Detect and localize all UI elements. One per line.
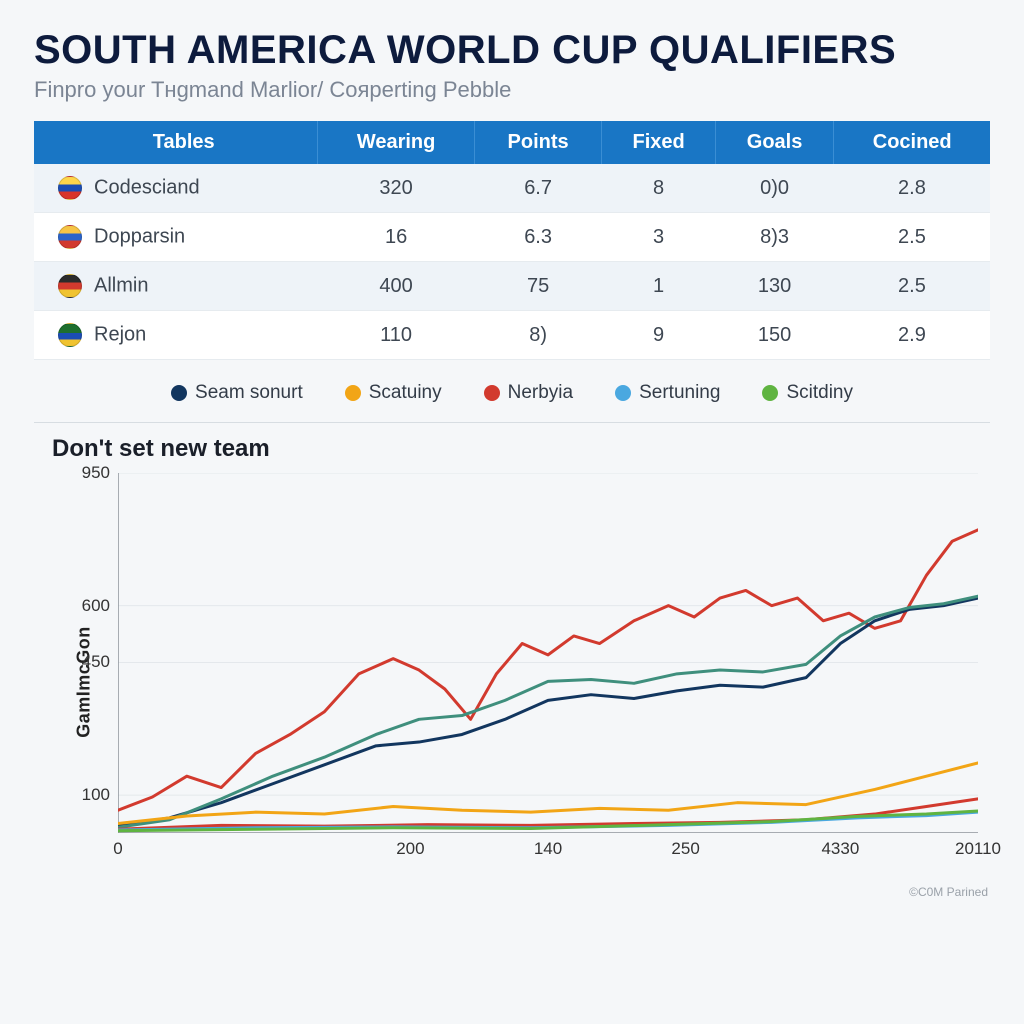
table-col-header: Fixed [602, 121, 715, 164]
chart-legend: Seam sonurt Scatuiny Nerbyia Sertuning Scitd… [34, 360, 990, 423]
chart-xtick: 200 [396, 839, 424, 901]
chart-ytick: 100 [62, 785, 110, 805]
table-cell: 6.3 [474, 213, 602, 262]
table-cell: 320 [318, 164, 474, 213]
table-cell: 2.5 [834, 213, 990, 262]
chart-xtick: 20110 [955, 839, 1001, 901]
chart-ytick: 450 [62, 652, 110, 672]
table-cell: 3 [602, 213, 715, 262]
line-chart: GamImcGon ©C0M Parined 95060045010002001… [34, 467, 994, 897]
table-header-row: TablesWearingPointsFixedGoalsCocined [34, 121, 990, 164]
team-cell: Allmin [34, 262, 318, 311]
team-cell: Codesciand [34, 164, 318, 213]
flag-icon [58, 225, 82, 249]
chart-title: Don't set new team [52, 435, 990, 463]
legend-item: Scitdiny [762, 382, 853, 404]
table-col-header: Goals [715, 121, 834, 164]
chart-xtick: 4330 [821, 839, 859, 901]
page-subtitle: Finpro your Tнgmand Marlior/ Coяperting … [34, 77, 990, 103]
chart-ytick: 600 [62, 596, 110, 616]
legend-dot-icon [762, 385, 778, 401]
legend-label: Sertuning [639, 382, 720, 404]
team-name: Rejon [94, 324, 146, 346]
table-col-header: Tables [34, 121, 318, 164]
table-cell: 1 [602, 262, 715, 311]
table-col-header: Points [474, 121, 602, 164]
flag-icon [58, 176, 82, 200]
table-cell: 2.8 [834, 164, 990, 213]
table-cell: 0)0 [715, 164, 834, 213]
chart-xtick: 140 [534, 839, 562, 901]
standings-table: TablesWearingPointsFixedGoalsCocined Cod… [34, 121, 990, 360]
legend-item: Nerbyia [484, 382, 573, 404]
team-name: Allmin [94, 275, 148, 297]
team-cell: Dopparsin [34, 213, 318, 262]
table-col-header: Wearing [318, 121, 474, 164]
legend-dot-icon [345, 385, 361, 401]
table-cell: 8)3 [715, 213, 834, 262]
legend-item: Seam sonurt [171, 382, 303, 404]
legend-item: Scatuiny [345, 382, 442, 404]
page-title: SOUTH AMERICA WORLD CUP QUALIFIERS [34, 28, 990, 73]
table-cell: 400 [318, 262, 474, 311]
table-cell: 2.9 [834, 311, 990, 360]
legend-item: Sertuning [615, 382, 720, 404]
table-row: Allmin 4007511302.5 [34, 262, 990, 311]
table-cell: 9 [602, 311, 715, 360]
legend-dot-icon [484, 385, 500, 401]
team-name: Dopparsin [94, 226, 185, 248]
table-row: Codesciand 3206.780)02.8 [34, 164, 990, 213]
flag-icon [58, 323, 82, 347]
team-cell: Rejon [34, 311, 318, 360]
chart-xtick: 0 [113, 839, 122, 901]
chart-ylabel: GamImcGon [73, 626, 94, 738]
table-col-header: Cocined [834, 121, 990, 164]
table-cell: 16 [318, 213, 474, 262]
team-name: Codesciand [94, 177, 200, 199]
table-cell: 8) [474, 311, 602, 360]
chart-xtick: 250 [671, 839, 699, 901]
table-cell: 110 [318, 311, 474, 360]
legend-dot-icon [171, 385, 187, 401]
flag-icon [58, 274, 82, 298]
chart-ytick: 950 [62, 463, 110, 483]
table-cell: 6.7 [474, 164, 602, 213]
legend-label: Scatuiny [369, 382, 442, 404]
table-row: Rejon 1108)91502.9 [34, 311, 990, 360]
table-cell: 8 [602, 164, 715, 213]
table-cell: 2.5 [834, 262, 990, 311]
table-cell: 130 [715, 262, 834, 311]
legend-label: Scitdiny [786, 382, 853, 404]
legend-label: Nerbyia [508, 382, 573, 404]
table-cell: 150 [715, 311, 834, 360]
legend-dot-icon [615, 385, 631, 401]
table-row: Dopparsin 166.338)32.5 [34, 213, 990, 262]
legend-label: Seam sonurt [195, 382, 303, 404]
table-cell: 75 [474, 262, 602, 311]
